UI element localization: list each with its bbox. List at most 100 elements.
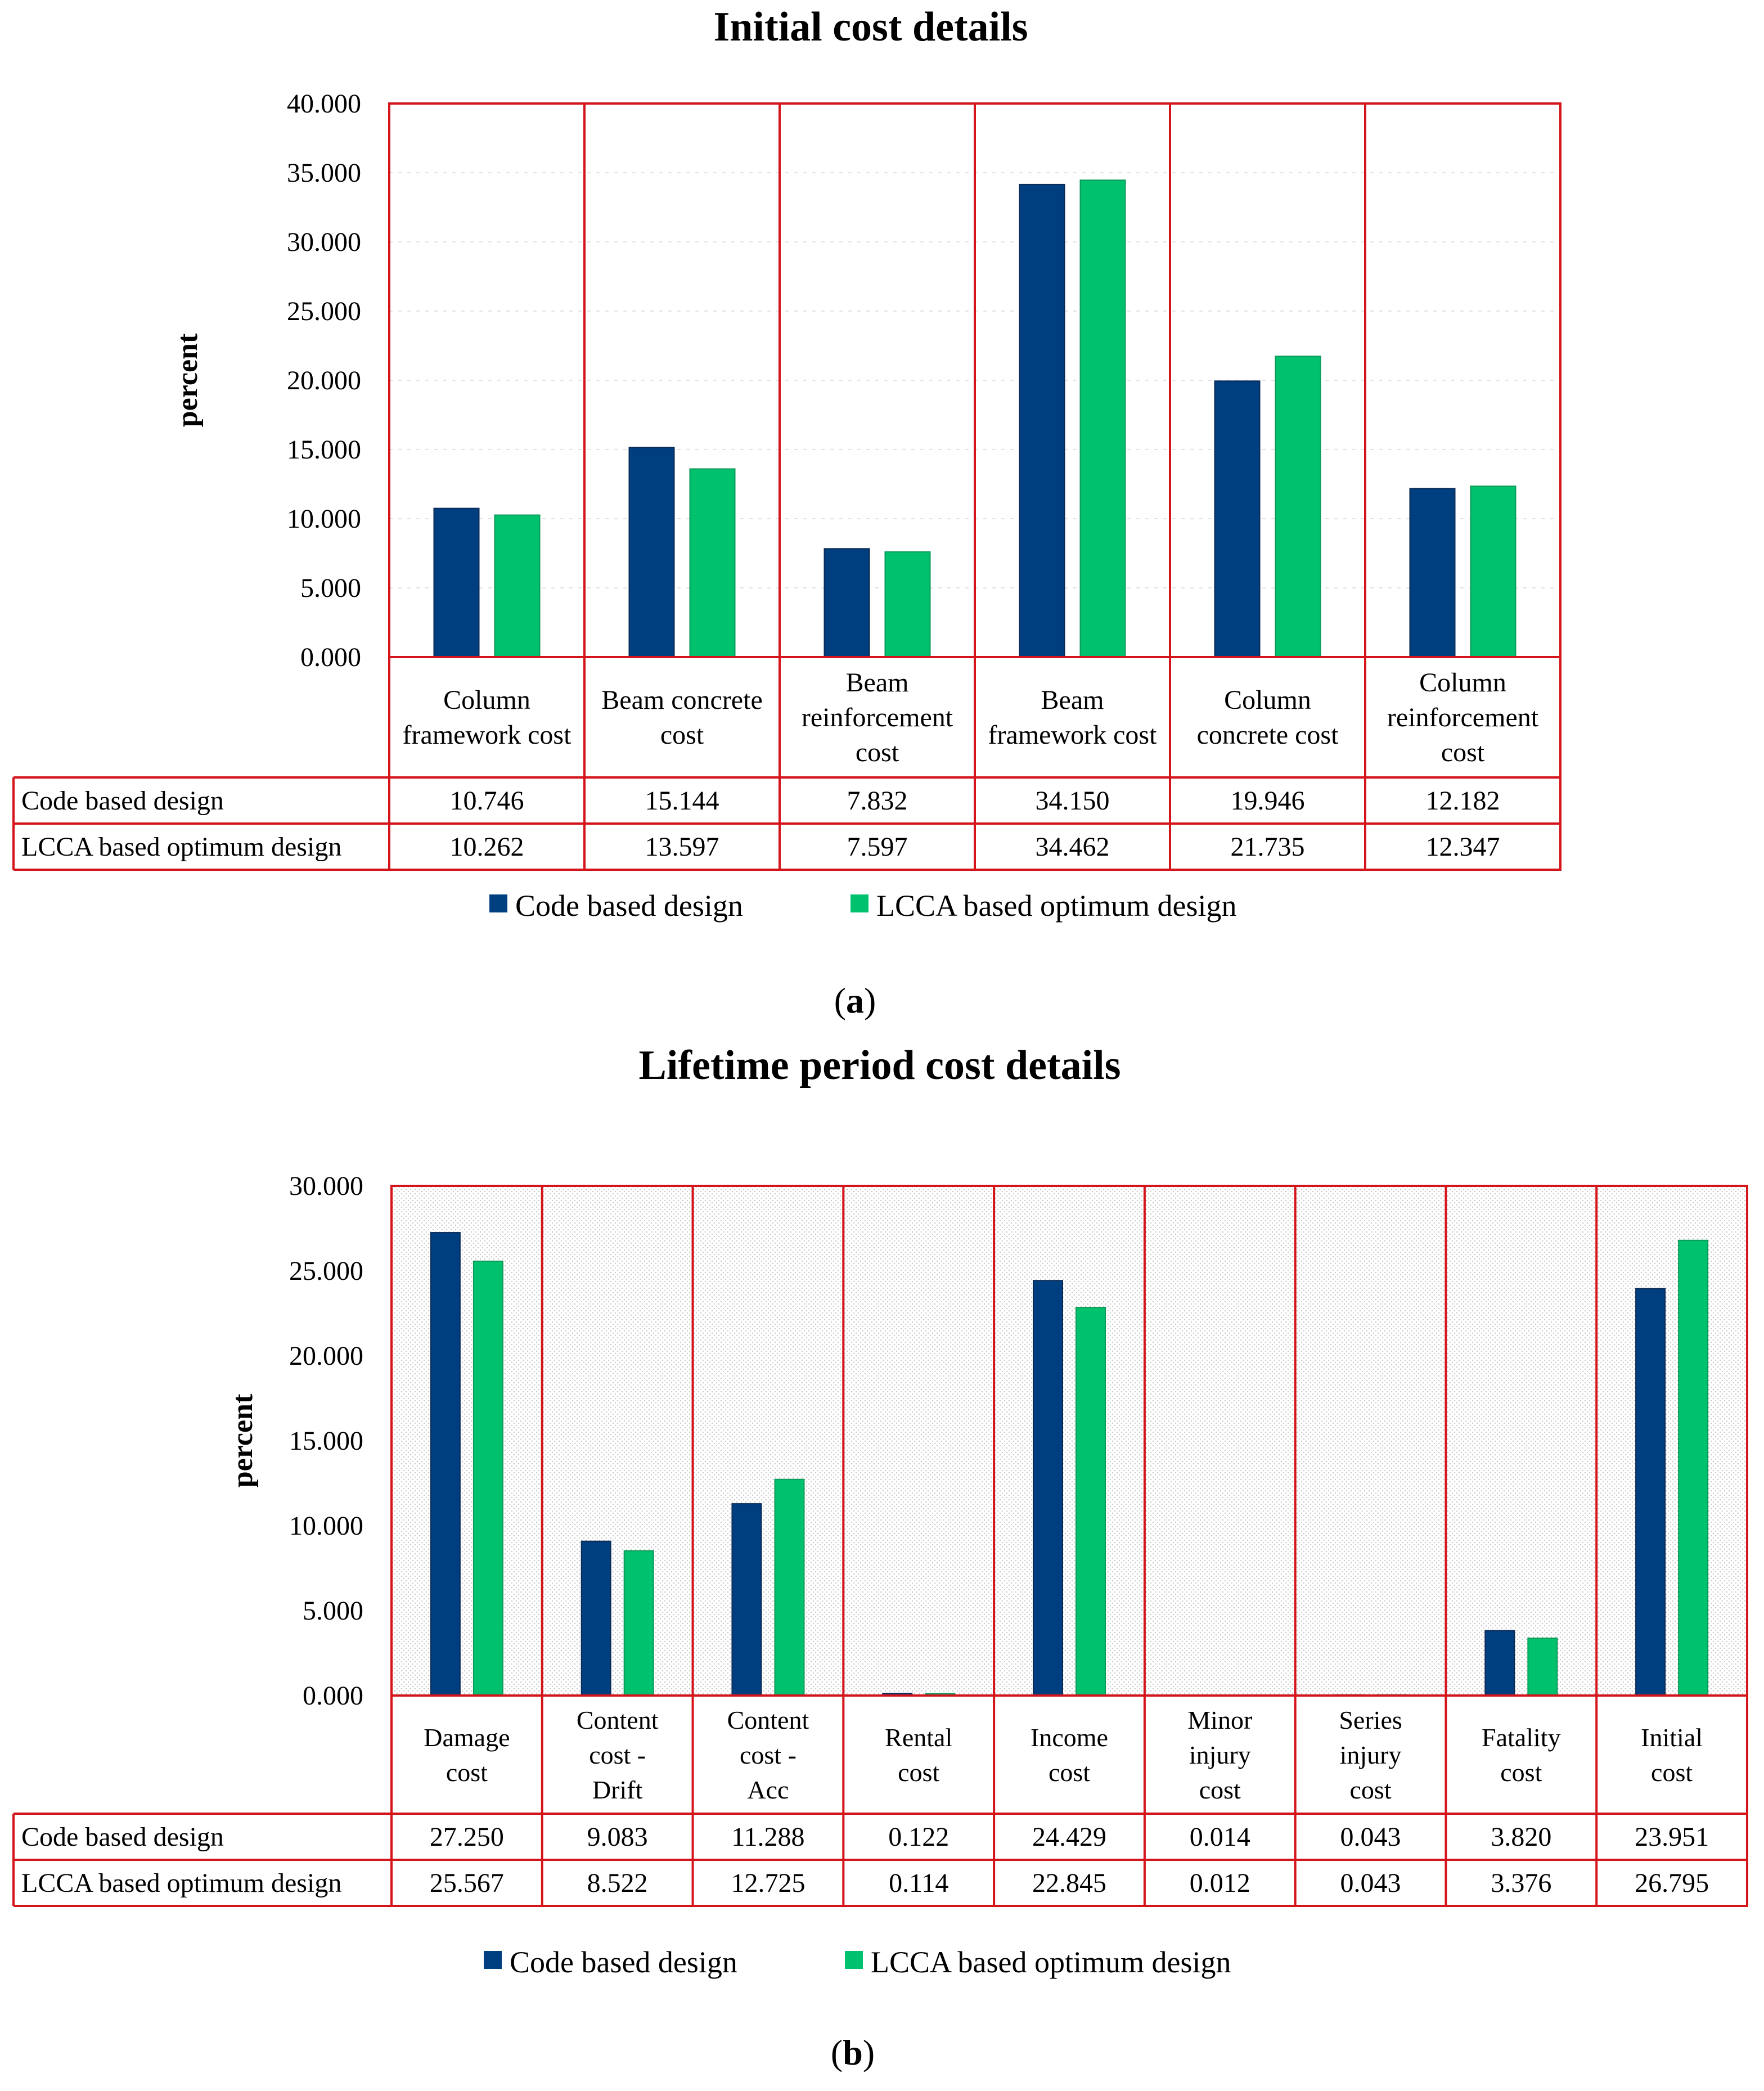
table-row-header: Code based design bbox=[21, 786, 224, 816]
category-label-line: reinforcement bbox=[1387, 703, 1539, 732]
y-tick-label: 5.000 bbox=[300, 573, 361, 603]
data-label: 0.043 bbox=[1340, 1822, 1401, 1852]
category-label-line: cost - bbox=[589, 1741, 646, 1769]
category-label-line: Fatality bbox=[1482, 1723, 1561, 1752]
bar-code bbox=[628, 447, 675, 658]
y-tick-label: 20.000 bbox=[289, 1341, 363, 1371]
data-label: 26.795 bbox=[1635, 1868, 1709, 1898]
category-label: Beam framework cost bbox=[988, 685, 1158, 750]
data-label: 9.083 bbox=[587, 1822, 648, 1852]
category-label-line: cost bbox=[660, 720, 704, 750]
category-label-line: cost bbox=[1199, 1775, 1241, 1804]
chart-lifetime-cost: Lifetime period cost details 0.000 5.000 10… bbox=[12, 1042, 1748, 2072]
data-label: 12.347 bbox=[1426, 832, 1500, 862]
data-label: 0.122 bbox=[888, 1822, 949, 1852]
data-label: 25.567 bbox=[430, 1868, 504, 1898]
category-label-line: Income bbox=[1030, 1723, 1108, 1752]
table-row-header: LCCA based optimum design bbox=[21, 1868, 341, 1898]
category-label-line: cost bbox=[446, 1758, 488, 1787]
data-label: 12.725 bbox=[731, 1868, 805, 1898]
category-label-line: Beam bbox=[1041, 685, 1104, 715]
data-label: 27.250 bbox=[430, 1822, 504, 1852]
category-label-line: Column bbox=[1224, 685, 1311, 715]
y-tick-label: 10.000 bbox=[289, 1511, 363, 1541]
panel-label-paren: ( bbox=[834, 981, 846, 1020]
category-label-line: injury bbox=[1189, 1741, 1251, 1769]
y-tick-label: 35.000 bbox=[287, 158, 361, 188]
category-label-line: Minor bbox=[1187, 1706, 1252, 1734]
category-label-line: Damage bbox=[424, 1723, 510, 1752]
category-label: Content cost - Acc bbox=[727, 1706, 809, 1804]
bar-lcca bbox=[1079, 179, 1126, 658]
data-label: 7.597 bbox=[847, 832, 908, 862]
bar-code bbox=[1214, 380, 1261, 658]
bar-code bbox=[824, 548, 870, 658]
bar-lcca bbox=[1527, 1638, 1558, 1697]
y-tick-label: 30.000 bbox=[287, 227, 361, 257]
y-tick-label: 15.000 bbox=[287, 435, 361, 465]
category-label: Minor injury cost bbox=[1187, 1706, 1252, 1804]
data-label: 23.951 bbox=[1635, 1822, 1709, 1852]
category-label-line: cost - bbox=[740, 1741, 796, 1769]
y-tick-label: 25.000 bbox=[287, 296, 361, 326]
data-label: 13.597 bbox=[645, 832, 719, 862]
category-label-line: Column bbox=[443, 685, 530, 715]
category-label-line: injury bbox=[1340, 1741, 1402, 1769]
table-row-header: Code based design bbox=[21, 1822, 224, 1852]
category-label: Beam concrete cost bbox=[601, 685, 763, 750]
bar-lcca bbox=[884, 551, 931, 658]
data-label: 10.262 bbox=[450, 832, 524, 862]
panel-label-letter: b bbox=[843, 2032, 863, 2072]
data-label: 8.522 bbox=[587, 1868, 648, 1898]
panel-label-paren: ) bbox=[864, 981, 876, 1020]
y-tick-label: 20.000 bbox=[287, 366, 361, 395]
category-label-line: reinforcement bbox=[802, 703, 953, 732]
panel-label: (a) bbox=[834, 981, 876, 1020]
panel-label-paren: ( bbox=[831, 2032, 843, 2072]
legend-label-code: Code based design bbox=[515, 889, 743, 923]
bar-lcca bbox=[1076, 1307, 1106, 1697]
chart-initial-cost: Initial cost details 0.000 5.000 10.000 15.0… bbox=[12, 4, 1562, 1020]
category-label-line: cost bbox=[856, 738, 899, 767]
y-tick-label: 15.000 bbox=[289, 1426, 363, 1456]
category-label-line: cost bbox=[1500, 1758, 1542, 1787]
panel-label: (b) bbox=[831, 2032, 875, 2072]
bar-lcca bbox=[774, 1478, 805, 1697]
legend-swatch-lcca bbox=[850, 894, 868, 912]
category-label-line: Beam concrete bbox=[601, 685, 763, 715]
data-label: 11.288 bbox=[731, 1822, 804, 1852]
category-label-line: cost bbox=[1441, 738, 1485, 767]
category-label-line: cost bbox=[898, 1758, 939, 1787]
panel-label-paren: ) bbox=[863, 2032, 875, 2072]
data-label: 12.182 bbox=[1426, 786, 1500, 816]
bar-lcca bbox=[623, 1550, 654, 1696]
category-label-line: Initial bbox=[1641, 1723, 1703, 1752]
category-label-line: concrete cost bbox=[1197, 720, 1339, 750]
data-label: 0.014 bbox=[1190, 1822, 1250, 1852]
category-label: Rental cost bbox=[885, 1723, 952, 1787]
data-label: 10.746 bbox=[450, 786, 524, 816]
bar-lcca bbox=[494, 514, 541, 658]
data-label: 15.144 bbox=[645, 786, 719, 816]
y-tick-label: 10.000 bbox=[287, 504, 361, 534]
y-tick-label: 5.000 bbox=[303, 1596, 363, 1626]
category-label-line: Column bbox=[1419, 668, 1506, 698]
category-label: Income cost bbox=[1030, 1723, 1108, 1787]
data-label: 19.946 bbox=[1231, 786, 1305, 816]
bar-code bbox=[1019, 183, 1065, 658]
bar-code bbox=[580, 1540, 611, 1696]
category-label-line: Drift bbox=[592, 1775, 643, 1804]
bar-code bbox=[1033, 1280, 1063, 1696]
data-label: 21.735 bbox=[1231, 832, 1305, 862]
bar-code bbox=[731, 1503, 762, 1696]
legend-label-lcca: LCCA based optimum design bbox=[871, 1945, 1231, 1979]
category-label: Fatality cost bbox=[1482, 1723, 1561, 1787]
chart-title: Initial cost details bbox=[713, 4, 1028, 50]
data-label: 7.832 bbox=[847, 786, 908, 816]
data-label: 34.462 bbox=[1036, 832, 1110, 862]
category-label: Initial cost bbox=[1641, 1723, 1703, 1787]
category-label: Damage cost bbox=[424, 1723, 510, 1787]
category-label: Series injury cost bbox=[1339, 1706, 1402, 1804]
bar-lcca bbox=[1678, 1239, 1709, 1696]
